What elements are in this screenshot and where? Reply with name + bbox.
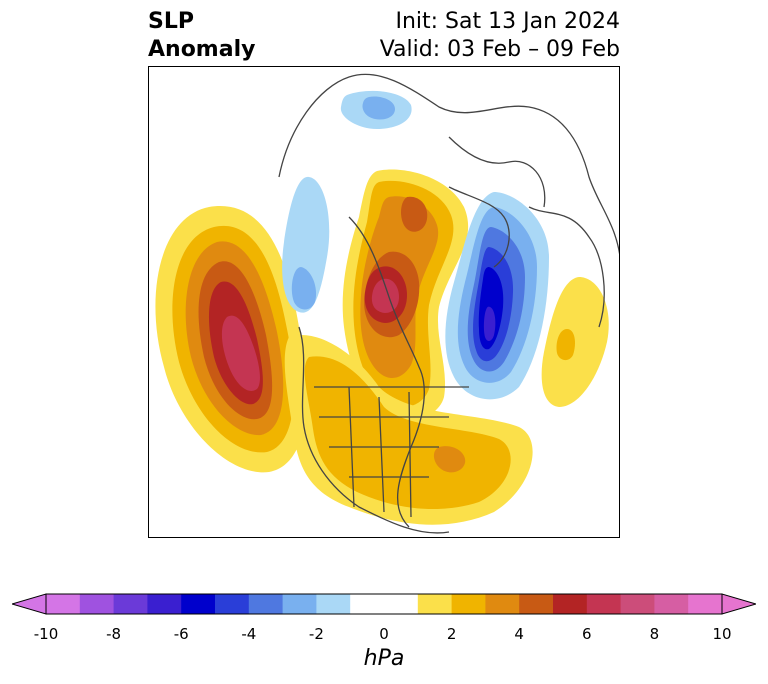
european-high-anomaly bbox=[541, 277, 609, 407]
western-atlantic-high-anomaly bbox=[284, 335, 533, 525]
colorbar-tick-label: -6 bbox=[173, 625, 189, 643]
colorbar-segment bbox=[586, 594, 622, 614]
colorbar-segment bbox=[654, 594, 689, 614]
colorbar-segment bbox=[350, 594, 385, 614]
map-panel bbox=[148, 66, 620, 538]
colorbar-segment bbox=[181, 594, 216, 614]
colorbar-segment bbox=[79, 594, 115, 614]
colorbar-tick-label: 6 bbox=[582, 625, 592, 643]
colorbar-segment bbox=[248, 594, 284, 614]
colorbar-segment bbox=[417, 594, 453, 614]
title-right: Init: Sat 13 Jan 2024 Valid: 03 Feb – 09… bbox=[380, 8, 620, 64]
colorbar-segment bbox=[688, 594, 723, 614]
colorbar-tick-label: 4 bbox=[514, 625, 524, 643]
colorbar-segment bbox=[282, 594, 317, 614]
colorbar-segment bbox=[147, 594, 182, 614]
coastlines bbox=[278, 73, 619, 534]
colorbar-segment bbox=[384, 594, 419, 614]
colorbar-tick-label: 0 bbox=[379, 625, 389, 643]
colorbar-segment bbox=[519, 594, 554, 614]
colorbar bbox=[12, 593, 756, 615]
colorbar-extend-min bbox=[12, 593, 47, 615]
colorbar-segment bbox=[620, 594, 655, 614]
colorbar-extend-max bbox=[721, 593, 756, 615]
colorbar-segment bbox=[215, 594, 250, 614]
canadian-arctic-high-anomaly bbox=[342, 169, 469, 421]
colorbar-unit: hPa bbox=[363, 646, 405, 671]
colorbar-segment bbox=[485, 594, 520, 614]
colorbar-segment bbox=[451, 594, 486, 614]
colorbar-segment bbox=[316, 594, 351, 614]
colorbar-tick-label: 2 bbox=[446, 625, 457, 643]
colorbar-tick-label: -2 bbox=[308, 625, 324, 643]
colorbar-tick-label: -8 bbox=[106, 625, 122, 643]
colorbar-border bbox=[45, 593, 723, 615]
title-variable: SLP bbox=[148, 9, 194, 34]
colorbar-segment bbox=[553, 594, 588, 614]
colorbar-tick-label: 10 bbox=[712, 625, 732, 643]
title-variable-sub: Anomaly bbox=[148, 37, 256, 62]
colorbar-tick-label: 8 bbox=[649, 625, 660, 643]
title-left: SLP Anomaly bbox=[148, 8, 255, 64]
anomaly-map bbox=[155, 73, 619, 534]
colorbar-tick-label: -4 bbox=[241, 625, 257, 643]
greenland-sea-low-anomaly bbox=[445, 192, 549, 400]
colorbar-segment bbox=[113, 594, 148, 614]
colorbar-segment bbox=[46, 594, 81, 614]
valid-range: Valid: 03 Feb – 09 Feb bbox=[379, 37, 620, 62]
siberian-low-anomaly bbox=[282, 90, 412, 313]
north-pacific-high-anomaly bbox=[155, 206, 307, 473]
colorbar-tick-label: -10 bbox=[33, 625, 59, 643]
init-date: Init: Sat 13 Jan 2024 bbox=[395, 9, 620, 34]
